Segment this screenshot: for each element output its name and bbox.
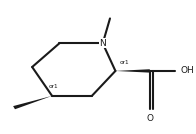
- Polygon shape: [115, 69, 150, 73]
- Text: or1: or1: [120, 60, 130, 65]
- Polygon shape: [13, 96, 52, 109]
- Text: OH: OH: [181, 66, 194, 75]
- Text: N: N: [99, 39, 106, 48]
- Text: or1: or1: [48, 83, 58, 89]
- Text: O: O: [146, 114, 153, 123]
